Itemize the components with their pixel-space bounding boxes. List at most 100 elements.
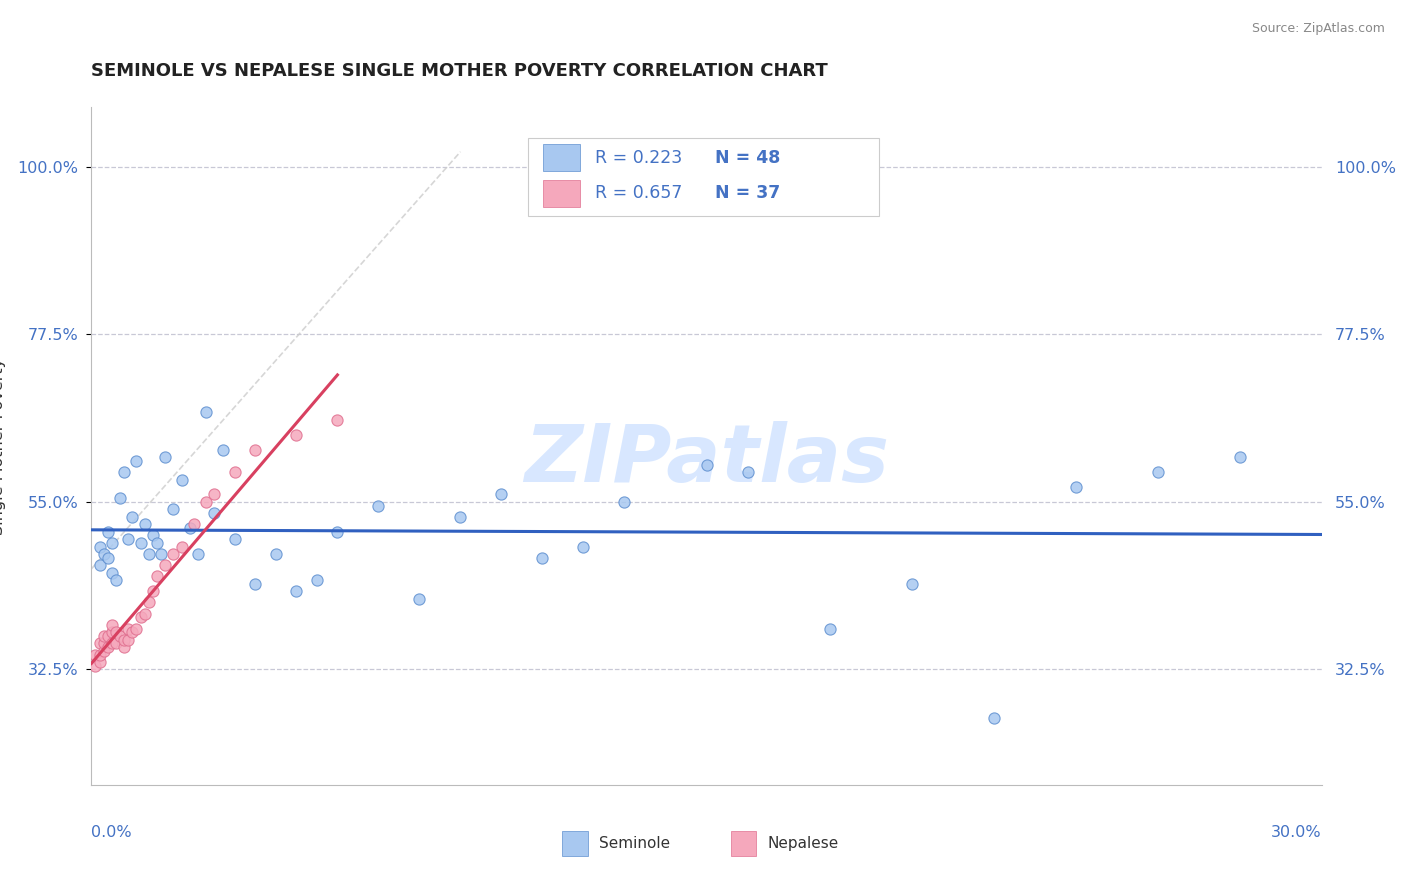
Text: R = 0.223: R = 0.223 (595, 149, 682, 167)
Point (531, 550, 554, 565)
Point (1146, 465, 1168, 479)
Point (491, 487, 513, 501)
Point (117, 622, 139, 636)
Text: ZIPatlas: ZIPatlas (524, 420, 889, 499)
FancyBboxPatch shape (543, 179, 579, 207)
Point (170, 473, 193, 487)
Text: Source: ZipAtlas.com: Source: ZipAtlas.com (1251, 22, 1385, 36)
Point (153, 450, 177, 465)
Point (129, 536, 152, 550)
Text: Seminole: Seminole (599, 837, 671, 851)
Point (101, 636, 124, 650)
Point (572, 540, 595, 554)
Point (125, 622, 148, 636)
Point (121, 625, 143, 640)
Text: 0.0%: 0.0% (91, 825, 132, 840)
Point (112, 632, 135, 647)
Text: N = 37: N = 37 (716, 184, 780, 202)
Point (326, 413, 349, 427)
Point (108, 629, 131, 643)
Point (89, 558, 111, 573)
Point (138, 595, 160, 609)
Point (146, 536, 169, 550)
Point (134, 517, 156, 532)
Point (449, 509, 471, 524)
Point (245, 442, 267, 457)
Text: N = 48: N = 48 (716, 149, 780, 167)
Point (142, 584, 165, 599)
Point (146, 569, 169, 583)
Text: 30.0%: 30.0% (1271, 825, 1322, 840)
Point (97, 640, 120, 654)
Point (89, 636, 111, 650)
Point (112, 640, 135, 654)
Point (108, 491, 131, 505)
Point (101, 625, 124, 640)
Point (162, 547, 184, 561)
Point (84, 658, 107, 673)
Point (101, 536, 124, 550)
Point (224, 532, 246, 546)
Point (305, 573, 328, 587)
Point (285, 427, 308, 442)
Point (737, 465, 759, 479)
Point (101, 566, 124, 580)
Point (224, 465, 246, 479)
Point (150, 547, 173, 561)
Point (983, 711, 1005, 725)
Point (900, 577, 922, 591)
Point (125, 454, 148, 468)
Point (153, 558, 177, 573)
Point (195, 405, 218, 419)
Point (187, 547, 209, 561)
Point (1064, 480, 1087, 494)
Point (285, 584, 308, 599)
Point (179, 521, 201, 535)
Y-axis label: Single Mother Poverty: Single Mother Poverty (0, 358, 6, 534)
Point (93, 547, 115, 561)
Point (117, 632, 139, 647)
Point (93, 644, 115, 658)
Point (112, 465, 135, 479)
Point (613, 495, 636, 509)
Point (170, 540, 193, 554)
Text: Nepalese: Nepalese (768, 837, 839, 851)
Point (138, 547, 160, 561)
Point (134, 607, 156, 621)
FancyBboxPatch shape (543, 145, 579, 171)
Point (89, 655, 111, 669)
Point (97, 629, 120, 643)
Point (1229, 450, 1251, 465)
Point (105, 636, 127, 650)
Point (245, 577, 267, 591)
Point (202, 487, 225, 501)
Point (105, 573, 127, 587)
Point (818, 622, 841, 636)
Point (101, 617, 124, 632)
Point (129, 610, 152, 624)
Point (326, 524, 349, 539)
Point (695, 458, 717, 472)
Point (264, 547, 287, 561)
Point (97, 524, 120, 539)
Point (93, 629, 115, 643)
Point (183, 517, 205, 532)
Point (408, 591, 430, 606)
Point (195, 495, 218, 509)
Text: R = 0.657: R = 0.657 (595, 184, 682, 202)
Point (162, 502, 184, 516)
Point (84, 648, 107, 662)
Point (105, 625, 127, 640)
Text: SEMINOLE VS NEPALESE SINGLE MOTHER POVERTY CORRELATION CHART: SEMINOLE VS NEPALESE SINGLE MOTHER POVER… (91, 62, 828, 80)
Point (142, 528, 165, 542)
Point (367, 499, 389, 513)
Point (89, 648, 111, 662)
Point (89, 540, 111, 554)
Point (121, 509, 143, 524)
Point (93, 636, 115, 650)
Point (117, 532, 139, 546)
Point (202, 506, 225, 520)
FancyBboxPatch shape (529, 137, 879, 216)
Point (211, 442, 233, 457)
Point (97, 550, 120, 565)
